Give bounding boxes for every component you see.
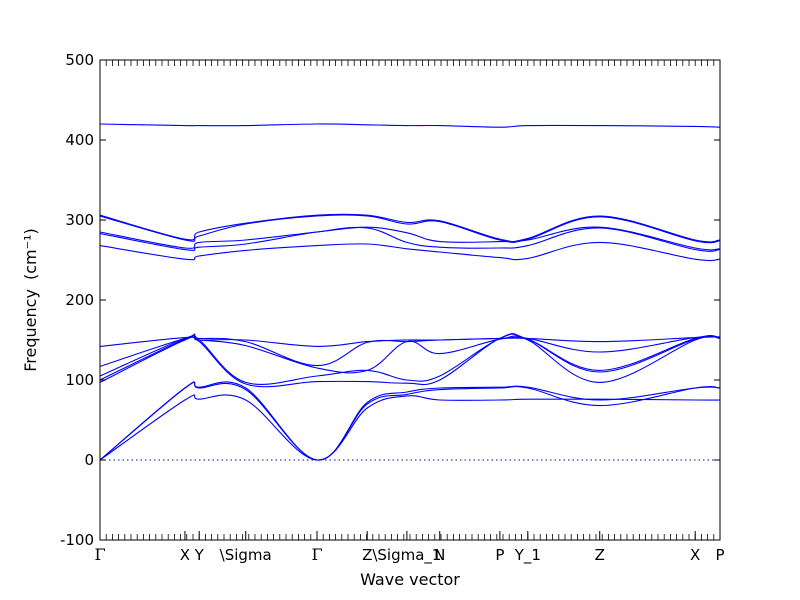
y-tick-label: 500 xyxy=(65,51,94,69)
band-line-12 xyxy=(100,214,720,244)
x-tick-labels: Γ X Y \Sigma Γ Z \Sigma_1N P Y_1 Z X P xyxy=(94,545,724,565)
band-line-14 xyxy=(100,123,720,128)
y-axis-label-text: Frequency xyxy=(21,289,40,372)
x-tick-label: P xyxy=(715,546,724,564)
y-tick-label: 400 xyxy=(65,131,94,149)
x-tick-label: \Sigma xyxy=(220,546,272,564)
band-line-9 xyxy=(100,241,720,262)
x-tick-label: Z xyxy=(362,546,372,564)
band-line-4 xyxy=(100,332,720,388)
band-line-2 xyxy=(100,381,720,461)
plot-frame xyxy=(99,59,721,541)
x-tick-label: Z xyxy=(595,546,605,564)
band-series-group xyxy=(100,123,720,461)
y-tick-label: -100 xyxy=(60,531,94,549)
x-tick-label: N xyxy=(434,546,445,564)
band-line-11 xyxy=(100,226,720,251)
x-tick-label: X xyxy=(180,546,190,564)
x-tick-label: Γ xyxy=(311,545,322,564)
x-tick-label: Y_1 xyxy=(514,546,541,565)
y-tick-labels: -100 0 100 200 300 400 500 xyxy=(60,51,94,549)
x-tick-label: X xyxy=(690,546,700,564)
x-tick-label: Γ xyxy=(94,545,105,564)
band-line-7 xyxy=(100,335,720,367)
y-axis-label-unit: (cm⁻¹) xyxy=(21,228,40,280)
band-line-1 xyxy=(100,394,720,461)
band-line-10 xyxy=(100,226,720,252)
y-tick-label: 0 xyxy=(84,451,94,469)
x-axis-label: Wave vector xyxy=(360,570,460,589)
y-tick-label: 300 xyxy=(65,211,94,229)
y-axis-label: Frequency (cm⁻¹) xyxy=(21,228,40,371)
x-tick-label: Y xyxy=(194,546,205,564)
x-tick-label: P xyxy=(495,546,504,564)
band-line-8 xyxy=(100,336,720,347)
band-line-3 xyxy=(100,381,720,461)
tick-marks-group xyxy=(99,59,721,541)
band-line-13 xyxy=(100,213,720,243)
y-tick-label: 200 xyxy=(65,291,94,309)
plot-background xyxy=(100,60,720,540)
x-tick-label: \Sigma_1 xyxy=(372,546,441,565)
y-tick-label: 100 xyxy=(65,371,94,389)
